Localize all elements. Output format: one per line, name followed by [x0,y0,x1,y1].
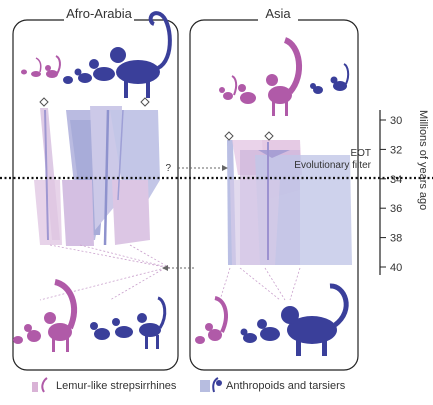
legend-anthropoid-label: Anthropoids and tarsiers [226,380,346,392]
anthropoid-group-icon [63,11,172,98]
question-mark: ? [165,163,171,174]
fossil-marker-icon [39,97,49,107]
anthropoid-group-icon [240,283,349,356]
axis-tick-label: 32 [390,144,402,156]
afro-arabia-title: Afro-Arabia [66,6,133,21]
legend-anthropoid [200,377,222,393]
fossil-marker-icon [264,131,274,141]
lemur-group-icon [219,37,303,116]
lemur-group-icon [13,279,77,352]
axis-tick-label: 34 [390,174,402,186]
anthropoid-group-icon [310,63,350,94]
eot-label: EOT [350,148,371,159]
axis-tick-label: 38 [390,233,402,245]
axis-label: Millions of years ago [417,110,429,210]
asia-phylogeny [224,131,352,265]
dispersal-arrow-left [162,265,195,271]
lemur-icon [41,377,48,393]
axis-tick-label: 30 [390,115,402,127]
evolutionary-filter-label: Evolutionary filter [294,160,371,171]
axis-tick-label: 40 [390,262,402,274]
anthropoid-icon [212,377,219,393]
legend-lemur [32,377,48,393]
dispersal-arrow-right [178,165,228,171]
lemur-group-icon [195,296,228,344]
lemur-group-icon [21,55,61,78]
fossil-marker-icon [224,131,234,141]
time-axis: 30 32 34 36 38 40 Millions of years ago [379,110,429,275]
fossil-marker-icon [140,97,150,107]
anthropoid-group-icon [90,296,167,349]
dispersal-lines [39,244,301,301]
afro-arabia-phylogeny [34,97,160,246]
asia-title: Asia [265,6,291,21]
legend-lemur-label: Lemur-like strepsirrhines [56,380,177,392]
axis-tick-label: 36 [390,203,402,215]
